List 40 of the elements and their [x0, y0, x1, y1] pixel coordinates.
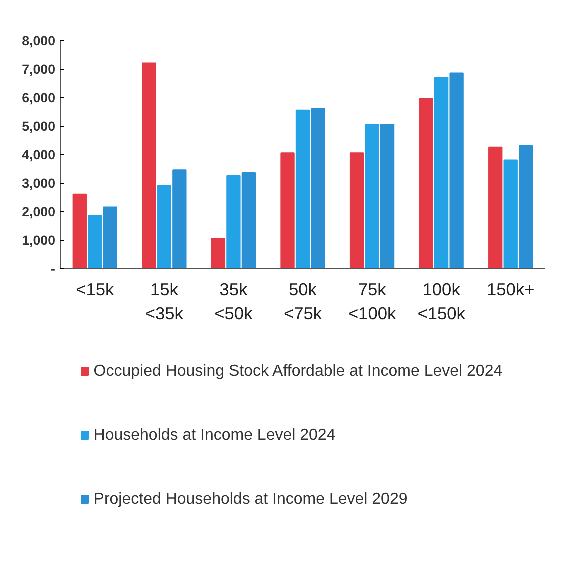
x-tick-label: 15k <35k: [145, 280, 184, 324]
bar: [380, 124, 395, 268]
bar: [142, 62, 156, 268]
bar: [434, 77, 449, 268]
y-tick-label: 4,000: [22, 148, 56, 162]
x-tick-label: 75k <100k: [348, 280, 396, 324]
bar: [488, 146, 503, 268]
bar: [450, 72, 464, 268]
y-tick-label: -: [51, 262, 56, 276]
bar: [280, 152, 295, 268]
y-tick-label: 1,000: [22, 233, 56, 248]
x-tick-label: 100k <150k: [418, 280, 466, 324]
bar: [242, 172, 256, 268]
legend-label: Occupied Housing Stock Affordable at Income Level 2024: [94, 363, 503, 380]
bar: [226, 175, 241, 268]
legend-label: Projected Households at Income Level 2029: [94, 491, 408, 508]
x-tick-label: 150k+: [487, 280, 535, 300]
bar: [365, 124, 380, 268]
y-tick-label: 7,000: [22, 62, 56, 77]
bar: [296, 110, 310, 268]
bar: [157, 185, 172, 268]
x-tick-label: 35k <50k: [214, 280, 254, 324]
y-tick-label: 5,000: [22, 119, 56, 134]
bar: [72, 194, 87, 268]
bar: [419, 98, 434, 268]
bar: [504, 160, 518, 268]
bar: [103, 206, 118, 268]
bar: [350, 152, 364, 268]
bar: [172, 170, 187, 268]
y-tick-label: 3,000: [22, 176, 56, 191]
bar: [88, 215, 102, 268]
bar: [519, 145, 534, 268]
y-tick-label: 2,000: [22, 204, 56, 220]
bar: [311, 108, 326, 268]
y-tick-label: 6,000: [22, 90, 56, 106]
legend-label: Households at Income Level 2024: [94, 427, 336, 444]
bar: [211, 238, 226, 268]
x-tick-label: 50k <75k: [284, 280, 322, 324]
x-tick-label: <15k: [76, 280, 115, 300]
y-tick-label: 8,000: [22, 34, 56, 48]
